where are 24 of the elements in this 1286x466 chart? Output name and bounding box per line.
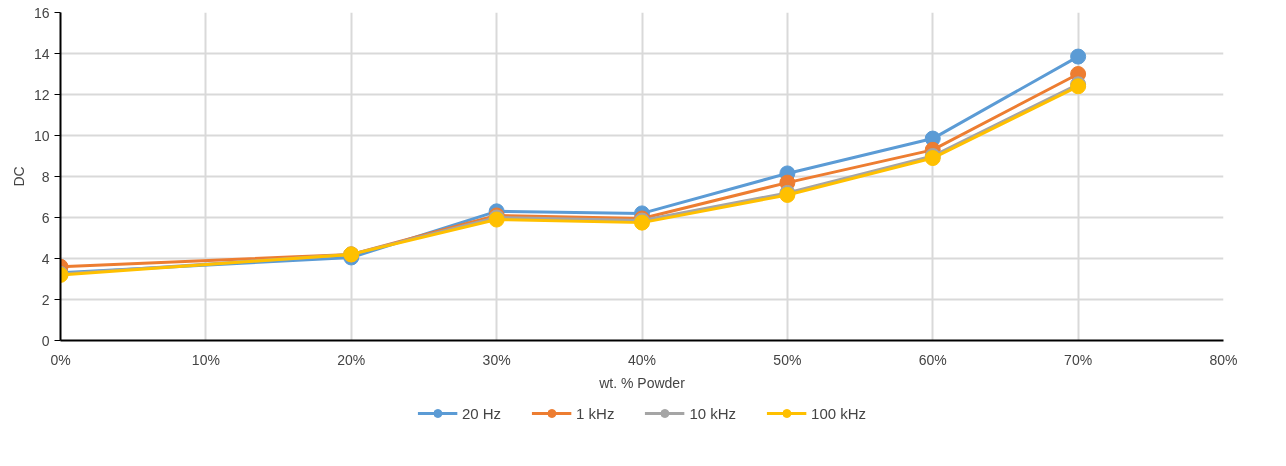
y-tick-label: 2 <box>41 291 50 308</box>
legend-label: 1 kHz <box>576 404 615 422</box>
y-tick-label: 0 <box>41 332 50 349</box>
y-tick-label: 10 <box>33 127 50 144</box>
x-axis-title: wt. % Powder <box>598 374 686 391</box>
x-tick-label: 10% <box>191 351 220 368</box>
x-tick-label: 40% <box>627 351 657 368</box>
x-tick-label: 60% <box>918 351 947 368</box>
y-tick-label: 8 <box>41 168 50 185</box>
x-tick-label: 70% <box>1064 351 1093 368</box>
y-tick-label: 6 <box>41 209 50 226</box>
y-tick-label: 4 <box>41 250 50 267</box>
x-tick-label: 0% <box>50 351 71 368</box>
x-tick-label: 50% <box>773 351 802 368</box>
y-tick-label: 12 <box>33 86 50 103</box>
y-tick-label: 14 <box>33 45 50 62</box>
legend-label: 100 kHz <box>811 404 867 422</box>
y-axis-title: DC <box>10 166 27 187</box>
legend-label: 20 Hz <box>461 404 502 422</box>
x-tick-label: 80% <box>1209 351 1238 368</box>
x-tick-label: 30% <box>482 351 511 368</box>
x-tick-label: 20% <box>337 351 366 368</box>
y-tick-label: 16 <box>33 4 50 21</box>
legend-label: 10 kHz <box>689 404 737 422</box>
